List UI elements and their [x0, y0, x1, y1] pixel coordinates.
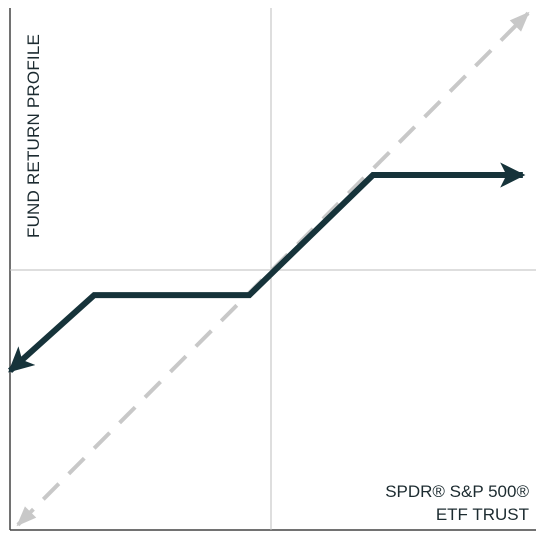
fund-payoff-line	[7, 162, 526, 374]
x-axis-label-line-2: ETF TRUST	[435, 505, 529, 524]
y-axis-label: FUND RETURN PROFILE	[24, 33, 43, 238]
x-axis-label-line-1: SPDR® S&P 500®	[385, 482, 529, 501]
x-axis-label: SPDR® S&P 500® ETF TRUST	[385, 480, 529, 526]
